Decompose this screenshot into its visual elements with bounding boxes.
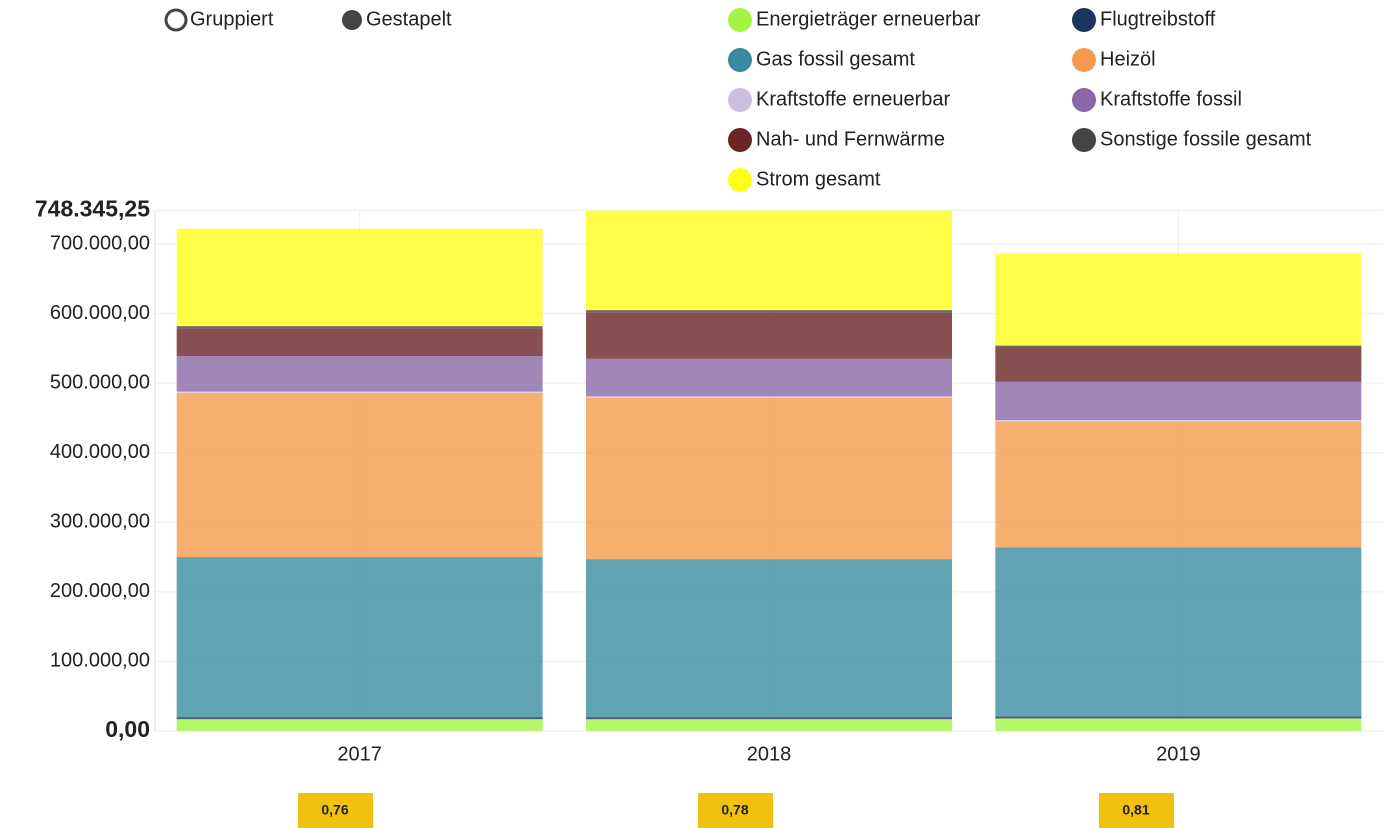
bar-segment	[995, 381, 1362, 421]
legend-swatch[interactable]	[1072, 88, 1096, 112]
bar-segment	[176, 228, 543, 327]
bar-segment	[176, 391, 543, 393]
bar-segment	[995, 421, 1362, 548]
bar-segment	[995, 253, 1362, 346]
legend-swatch[interactable]	[1072, 8, 1096, 32]
bar-segment	[586, 717, 952, 720]
legend-label[interactable]: Kraftstoffe fossil	[1100, 88, 1242, 110]
legend-label[interactable]: Strom gesamt	[756, 168, 881, 190]
bar-segment	[176, 392, 543, 558]
legend-label[interactable]: Heizöl	[1100, 48, 1156, 70]
bar-segment	[176, 326, 543, 329]
bar-segment	[586, 559, 952, 718]
legend-swatch[interactable]	[1072, 128, 1096, 152]
y-tick-label: 748.345,25	[35, 195, 150, 221]
mode-radio[interactable]	[164, 8, 188, 32]
legend-label[interactable]: Gas fossil gesamt	[756, 48, 915, 70]
y-tick-label: 600.000,00	[50, 302, 150, 324]
legend-swatch[interactable]	[1072, 48, 1096, 72]
badge-label: 0,78	[721, 802, 748, 818]
bar-segment	[176, 328, 543, 357]
badge	[1099, 793, 1174, 828]
legend-swatch[interactable]	[728, 8, 752, 32]
badge	[298, 793, 373, 828]
y-tick-label: 200.000,00	[50, 580, 150, 602]
legend-label[interactable]: Kraftstoffe erneuerbar	[756, 88, 951, 110]
bar-segment	[586, 310, 952, 313]
bar-segment	[995, 718, 1362, 731]
bar-segment	[586, 396, 952, 398]
bar-segment	[586, 210, 952, 311]
badge	[698, 793, 773, 828]
bar-segment	[586, 719, 952, 731]
legend-swatch[interactable]	[728, 88, 752, 112]
bar-segment	[995, 420, 1362, 422]
bar-segment	[995, 716, 1362, 719]
bar-segment	[995, 547, 1362, 717]
bar-segment	[586, 312, 952, 359]
badge-label: 0,81	[1122, 802, 1149, 818]
legend-swatch[interactable]	[728, 168, 752, 192]
legend-label[interactable]: Flugtreibstoff	[1100, 8, 1216, 30]
mode-label[interactable]: Gruppiert	[190, 8, 274, 30]
legend-label[interactable]: Nah- und Fernwärme	[756, 128, 945, 150]
x-tick-label: 2018	[747, 743, 792, 765]
mode-radio[interactable]	[342, 10, 362, 30]
bar-segment	[176, 557, 543, 718]
y-tick-label: 300.000,00	[50, 511, 150, 533]
bar-segment	[176, 719, 543, 731]
bar-segment	[176, 356, 543, 392]
y-tick-label: 0,00	[105, 716, 150, 742]
bar-segment	[586, 397, 952, 560]
y-tick-label: 500.000,00	[50, 371, 150, 393]
bar-segment	[176, 717, 543, 720]
y-tick-label: 700.000,00	[50, 232, 150, 254]
legend-label[interactable]: Sonstige fossile gesamt	[1100, 128, 1312, 150]
legend-swatch[interactable]	[728, 48, 752, 72]
badge-label: 0,76	[321, 802, 348, 818]
bar-segment	[586, 358, 952, 397]
y-tick-label: 100.000,00	[50, 650, 150, 672]
x-tick-label: 2019	[1156, 743, 1201, 765]
x-tick-label: 2017	[337, 743, 382, 765]
bar-segment	[995, 346, 1362, 382]
y-tick-label: 400.000,00	[50, 441, 150, 463]
mode-label[interactable]: Gestapelt	[366, 8, 452, 30]
legend-label[interactable]: Energieträger erneuerbar	[756, 8, 981, 30]
bar-segment	[995, 345, 1362, 347]
legend-swatch[interactable]	[728, 128, 752, 152]
